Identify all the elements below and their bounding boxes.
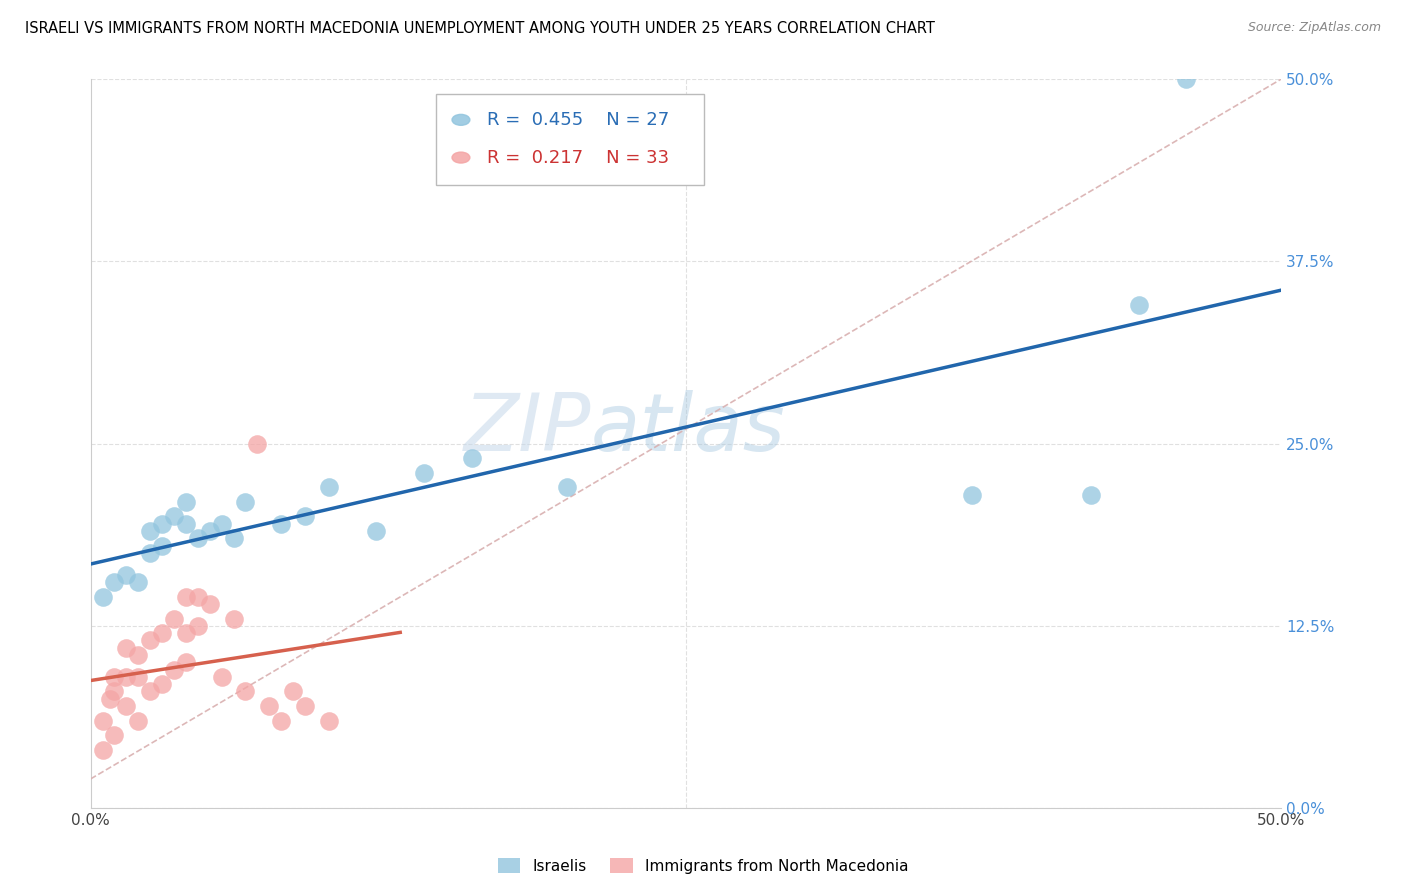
Point xyxy=(198,524,221,538)
FancyBboxPatch shape xyxy=(436,94,704,185)
Point xyxy=(1080,487,1102,501)
Point xyxy=(294,698,316,713)
Text: atlas: atlas xyxy=(591,390,786,468)
Point xyxy=(257,698,280,713)
Point xyxy=(91,590,114,604)
Point xyxy=(318,480,340,494)
Point xyxy=(91,743,114,757)
Point xyxy=(235,684,257,698)
Point xyxy=(98,691,121,706)
Point xyxy=(103,684,125,698)
Point xyxy=(163,663,186,677)
Point xyxy=(150,626,173,640)
Point xyxy=(115,670,138,684)
Point xyxy=(127,575,149,590)
Point xyxy=(187,590,209,604)
Point xyxy=(150,539,173,553)
Point xyxy=(1175,72,1198,87)
Point xyxy=(174,495,197,509)
Point xyxy=(246,436,269,450)
Point xyxy=(139,633,162,648)
Point xyxy=(174,590,197,604)
Point xyxy=(211,516,233,531)
Circle shape xyxy=(451,153,470,163)
Point xyxy=(150,677,173,691)
Point xyxy=(555,480,578,494)
Legend: Israelis, Immigrants from North Macedonia: Israelis, Immigrants from North Macedoni… xyxy=(492,852,914,880)
Point xyxy=(115,698,138,713)
Point xyxy=(139,546,162,560)
Point xyxy=(270,516,292,531)
Point xyxy=(103,670,125,684)
Point xyxy=(139,524,162,538)
Point xyxy=(174,516,197,531)
Point xyxy=(187,531,209,545)
Point xyxy=(281,684,304,698)
Point xyxy=(270,714,292,728)
Point xyxy=(103,575,125,590)
Text: R =  0.217    N = 33: R = 0.217 N = 33 xyxy=(486,149,669,167)
Point xyxy=(115,640,138,655)
Point xyxy=(222,531,245,545)
Point xyxy=(211,670,233,684)
Point xyxy=(139,684,162,698)
Point xyxy=(91,714,114,728)
Point xyxy=(174,626,197,640)
Point xyxy=(163,611,186,625)
Point xyxy=(127,670,149,684)
Point xyxy=(413,466,436,480)
Point xyxy=(150,516,173,531)
Point xyxy=(235,495,257,509)
Text: ZIP: ZIP xyxy=(464,390,591,468)
Point xyxy=(127,648,149,662)
Point xyxy=(1128,298,1150,312)
Circle shape xyxy=(451,114,470,125)
Text: R =  0.455    N = 27: R = 0.455 N = 27 xyxy=(486,111,669,128)
Point xyxy=(960,487,983,501)
Point xyxy=(115,567,138,582)
Point xyxy=(174,655,197,669)
Point xyxy=(163,509,186,524)
Point xyxy=(222,611,245,625)
Point xyxy=(318,714,340,728)
Point xyxy=(127,714,149,728)
Point xyxy=(198,597,221,611)
Point xyxy=(187,619,209,633)
Point xyxy=(366,524,388,538)
Point xyxy=(103,728,125,742)
Point xyxy=(294,509,316,524)
Text: Source: ZipAtlas.com: Source: ZipAtlas.com xyxy=(1247,21,1381,34)
Text: ISRAELI VS IMMIGRANTS FROM NORTH MACEDONIA UNEMPLOYMENT AMONG YOUTH UNDER 25 YEA: ISRAELI VS IMMIGRANTS FROM NORTH MACEDON… xyxy=(25,21,935,36)
Point xyxy=(460,451,482,466)
